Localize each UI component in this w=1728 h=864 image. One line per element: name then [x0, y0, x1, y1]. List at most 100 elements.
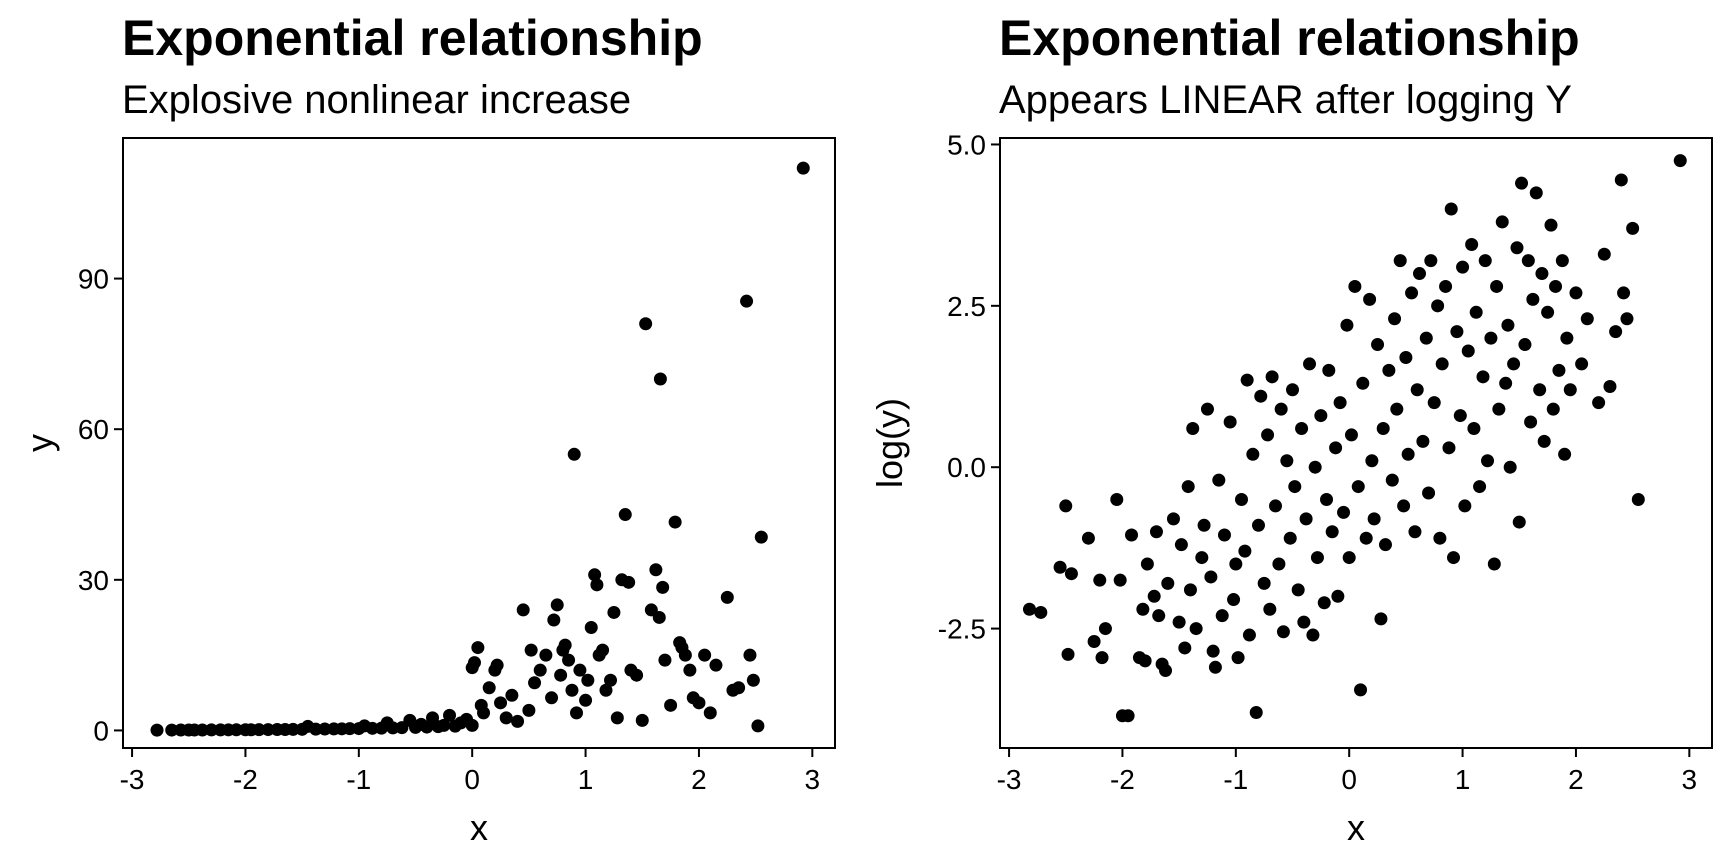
data-point — [1382, 363, 1396, 377]
data-point — [1549, 279, 1563, 293]
x-tick-label: 0 — [464, 764, 480, 795]
data-point — [1286, 383, 1300, 397]
data-point — [1456, 260, 1470, 274]
data-point — [1125, 528, 1139, 542]
data-point — [1331, 589, 1345, 603]
data-point — [751, 719, 765, 733]
data-point — [1416, 434, 1430, 448]
data-point — [1022, 602, 1036, 616]
data-point — [1499, 376, 1513, 390]
data-point — [630, 668, 644, 682]
data-point — [1374, 612, 1388, 626]
data-point — [1388, 312, 1402, 326]
data-point — [1431, 299, 1445, 313]
data-point — [1136, 602, 1150, 616]
data-point — [1206, 644, 1220, 658]
data-point — [1183, 583, 1197, 597]
data-point — [1121, 709, 1135, 723]
data-point — [579, 693, 593, 707]
data-point — [1620, 312, 1634, 326]
left-plot-frame — [122, 137, 836, 749]
data-point — [524, 643, 538, 657]
data-point — [1447, 551, 1461, 565]
data-point — [1390, 402, 1404, 416]
data-point — [1034, 605, 1048, 619]
data-point — [1314, 409, 1328, 423]
data-point — [1521, 254, 1535, 268]
data-point — [1265, 370, 1279, 384]
data-point — [1363, 292, 1377, 306]
data-point — [1195, 551, 1209, 565]
data-point — [1393, 254, 1407, 268]
data-point — [516, 603, 530, 617]
right-chart-subtitle: Appears LINEAR after logging Y — [999, 78, 1572, 122]
x-tick-label: 0 — [1341, 764, 1357, 795]
data-point — [1439, 279, 1453, 293]
data-point — [1197, 518, 1211, 532]
data-point — [1240, 373, 1254, 387]
data-point — [1401, 447, 1415, 461]
data-point — [1325, 525, 1339, 539]
data-point — [1317, 596, 1331, 610]
right-y-axis: -2.5 0.0 2.5 5.0 — [938, 129, 1000, 645]
data-point — [1161, 576, 1175, 590]
data-point — [1365, 454, 1379, 468]
data-point — [1495, 215, 1509, 229]
data-point — [465, 718, 479, 732]
data-point — [1673, 154, 1687, 168]
data-point — [668, 515, 682, 529]
data-point — [1378, 538, 1392, 552]
data-point — [599, 683, 613, 697]
x-tick-label: 2 — [691, 764, 707, 795]
data-point — [1419, 331, 1433, 345]
data-point — [1208, 660, 1222, 674]
data-point — [732, 681, 746, 695]
left-x-axis: -3 -2 -1 0 1 2 3 — [120, 748, 820, 795]
left-x-axis-label: x — [470, 807, 488, 848]
data-point — [1249, 705, 1263, 719]
data-point — [1242, 628, 1256, 642]
data-point — [1087, 634, 1101, 648]
data-point — [522, 703, 536, 717]
data-point — [165, 723, 179, 737]
data-point — [1458, 499, 1472, 513]
data-point — [1442, 441, 1456, 455]
data-point — [618, 508, 632, 522]
data-point — [652, 610, 666, 624]
data-point — [1501, 318, 1515, 332]
data-point — [1081, 531, 1095, 545]
x-tick-label: 1 — [578, 764, 594, 795]
data-point — [1367, 512, 1381, 526]
data-point — [1140, 557, 1154, 571]
data-point — [1356, 376, 1370, 390]
data-point — [1181, 480, 1195, 494]
data-point — [1617, 286, 1631, 300]
data-point — [1492, 402, 1506, 416]
data-point — [471, 641, 485, 655]
y-tick-label: 60 — [78, 414, 109, 445]
data-point — [1453, 409, 1467, 423]
data-point — [195, 723, 209, 737]
data-point — [1138, 654, 1152, 668]
data-point — [1166, 512, 1180, 526]
left-y-axis: 0 30 60 90 — [78, 264, 123, 746]
data-point — [1310, 551, 1324, 565]
data-point — [1424, 254, 1438, 268]
data-point — [678, 648, 692, 662]
data-point — [1098, 622, 1112, 636]
data-point — [1234, 492, 1248, 506]
data-point — [539, 648, 553, 662]
data-point — [1592, 396, 1606, 410]
data-point — [1299, 512, 1313, 526]
data-point — [610, 711, 624, 725]
data-point — [1503, 460, 1517, 474]
left-chart-title: Exponential relationship — [122, 10, 703, 66]
data-point — [1371, 338, 1385, 352]
data-point — [1544, 218, 1558, 232]
y-tick-label: 30 — [78, 565, 109, 596]
data-point — [443, 708, 457, 722]
data-point — [550, 598, 564, 612]
data-point — [1147, 589, 1161, 603]
data-point — [588, 568, 602, 582]
